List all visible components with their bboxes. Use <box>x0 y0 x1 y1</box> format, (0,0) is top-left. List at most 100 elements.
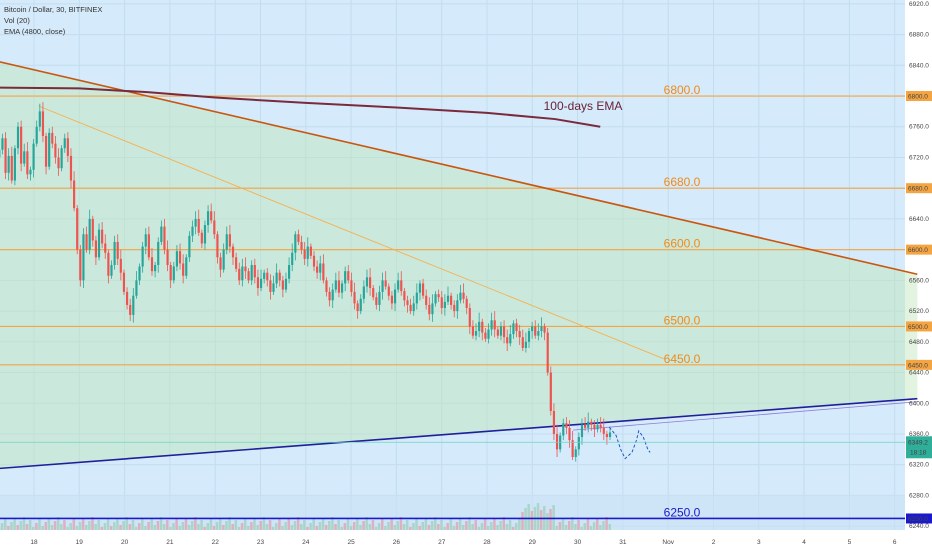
volume-bar <box>564 525 568 530</box>
volume-bar <box>346 519 350 530</box>
candle-body <box>462 292 465 299</box>
price-tick-label: 6440.0 <box>909 370 929 377</box>
volume-bar <box>349 526 353 530</box>
level-tag <box>906 321 932 332</box>
volume-bar <box>384 526 387 530</box>
volume-bar <box>387 522 390 530</box>
candle-body <box>225 234 228 250</box>
volume-bar <box>88 521 91 530</box>
level-tag-label: 6800.0 <box>908 94 928 101</box>
level-tag-label: 6600.0 <box>908 247 928 254</box>
candle-body <box>166 249 169 265</box>
volume-bar <box>85 525 88 530</box>
volume-bar <box>577 520 580 530</box>
candle-body <box>88 218 91 250</box>
candle-body <box>331 289 334 301</box>
level-tag <box>906 513 932 524</box>
candle-body <box>200 232 203 244</box>
ema-indicator[interactable]: EMA (4800, close) <box>4 27 66 36</box>
volume-bar <box>343 523 347 530</box>
volume-bar <box>365 517 368 530</box>
volume-bar <box>13 518 16 530</box>
volume-bar <box>502 517 506 530</box>
candle-body <box>122 272 126 292</box>
candle-body <box>527 331 531 342</box>
candle-body <box>16 126 20 149</box>
candle-body <box>499 326 503 336</box>
trendlines <box>0 61 918 470</box>
candle-body <box>540 326 543 332</box>
candle-body <box>608 432 612 438</box>
ema-line: 100-days EMA <box>0 86 622 128</box>
volume-bar <box>134 527 138 530</box>
volume-bar <box>281 526 284 530</box>
volume-bar <box>480 523 484 530</box>
volume-bar <box>508 520 512 530</box>
candle-body <box>104 243 107 253</box>
candle-body <box>116 241 119 259</box>
time-tick-label: 23 <box>257 539 265 546</box>
volume-bar <box>19 521 23 530</box>
candle-body <box>450 295 453 305</box>
candle-body <box>362 286 365 299</box>
volume-bar <box>103 523 107 530</box>
candle-body <box>515 323 518 332</box>
candle-body <box>365 277 369 287</box>
time-tick-label: 3 <box>757 539 761 546</box>
candle-body <box>356 303 359 312</box>
candle-body <box>393 289 397 304</box>
candle-body <box>465 298 468 309</box>
candle-body <box>397 280 400 290</box>
candle-body <box>291 252 294 265</box>
volume-bar <box>162 524 166 530</box>
candle-body <box>141 246 144 267</box>
volume-bar <box>75 526 79 530</box>
candle-body <box>596 424 599 430</box>
volume-bar <box>490 522 493 530</box>
candle-body <box>468 308 471 327</box>
volume-bar <box>340 527 344 530</box>
candle-body <box>378 291 381 305</box>
candle-body <box>459 292 462 301</box>
volume-bar <box>424 518 428 530</box>
candle-body <box>228 234 231 247</box>
candle-body <box>23 151 26 164</box>
projection-curve <box>608 426 651 460</box>
volume-bar <box>396 521 400 530</box>
candle-body <box>263 272 266 279</box>
candle-body <box>456 300 459 312</box>
volume-bar <box>278 519 281 530</box>
candle-body <box>409 304 412 312</box>
candle-body <box>434 294 437 304</box>
volume-bar <box>234 520 238 530</box>
price-tick-label: 6840.0 <box>909 62 929 69</box>
volume-bar <box>100 527 104 530</box>
candle-body <box>571 440 574 458</box>
volume-bar <box>206 523 210 530</box>
volume-bar <box>586 519 590 530</box>
volume-bar <box>430 521 434 530</box>
volume-bar <box>405 520 409 530</box>
volume-bar <box>78 522 82 530</box>
volume-bar <box>583 523 587 530</box>
candle-body <box>328 291 331 301</box>
volume-bar <box>324 525 328 530</box>
candle-body <box>29 169 32 175</box>
symbol-title[interactable]: Bitcoin / Dollar, 30, BITFINEX <box>4 5 103 14</box>
candle-body <box>340 283 344 293</box>
time-tick-label: 26 <box>393 539 401 546</box>
candle-body <box>48 132 51 167</box>
candle-body <box>54 143 57 158</box>
candle-body <box>425 295 428 305</box>
trendline <box>38 105 664 360</box>
channel-fill <box>0 61 918 469</box>
candle-body <box>334 280 337 290</box>
volume-bar <box>433 517 437 530</box>
candle-body <box>79 249 82 281</box>
candle-body <box>10 155 13 181</box>
candle-body <box>375 297 378 305</box>
candle-body <box>266 272 269 281</box>
volume-indicator[interactable]: Vol (20) <box>4 16 30 25</box>
volume-bar <box>334 524 337 530</box>
